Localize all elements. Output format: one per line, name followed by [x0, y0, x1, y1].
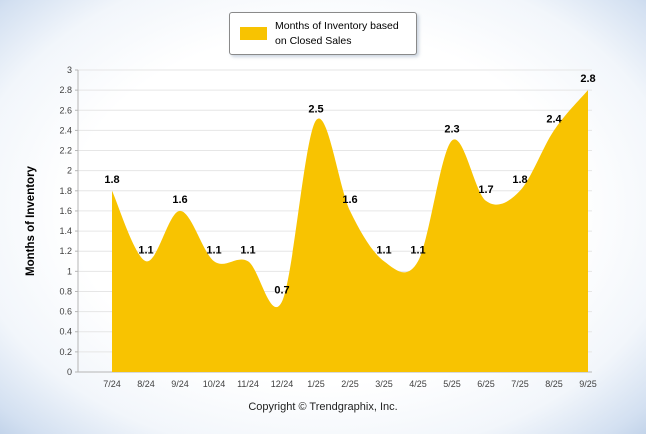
x-tick-label: 6/25	[477, 379, 495, 389]
x-tick-label: 5/25	[443, 379, 461, 389]
data-label: 0.7	[274, 285, 289, 297]
legend-label-line2: on Closed Sales	[275, 34, 352, 47]
area-series	[112, 90, 588, 372]
data-label: 2.4	[546, 113, 562, 125]
data-label: 1.1	[138, 244, 153, 256]
y-tick-label: 2.2	[59, 146, 72, 156]
data-label: 1.6	[172, 194, 187, 206]
y-tick-label: 1.8	[59, 186, 72, 196]
y-tick-label: 2.4	[59, 125, 72, 135]
data-label: 1.7	[478, 184, 493, 196]
data-label: 1.8	[104, 174, 119, 186]
data-label: 1.1	[376, 244, 391, 256]
data-label: 1.1	[206, 244, 221, 256]
x-tick-label: 9/25	[579, 379, 597, 389]
x-tick-label: 12/24	[271, 379, 294, 389]
x-tick-label: 3/25	[375, 379, 393, 389]
y-tick-label: 2.8	[59, 85, 72, 95]
y-tick-label: 2	[67, 166, 72, 176]
y-tick-label: 0	[67, 367, 72, 377]
x-tick-label: 2/25	[341, 379, 359, 389]
y-tick-label: 0.8	[59, 286, 72, 296]
y-tick-label: 2.6	[59, 105, 72, 115]
x-tick-label: 7/24	[103, 379, 121, 389]
data-label: 1.8	[512, 174, 527, 186]
legend: Months of Inventory based on Closed Sale…	[229, 12, 417, 55]
y-tick-label: 0.2	[59, 347, 72, 357]
x-tick-label: 11/24	[237, 379, 259, 389]
legend-swatch-icon	[240, 27, 267, 40]
data-label: 1.1	[240, 244, 255, 256]
x-tick-label: 9/24	[171, 379, 189, 389]
x-tick-label: 8/25	[545, 379, 563, 389]
x-tick-label: 1/25	[307, 379, 325, 389]
legend-label: Months of Inventory based on Closed Sale…	[275, 19, 399, 47]
x-tick-label: 4/25	[409, 379, 427, 389]
y-tick-label: 0.4	[59, 327, 72, 337]
y-tick-label: 1.2	[59, 246, 72, 256]
y-tick-label: 0.6	[59, 307, 72, 317]
x-tick-label: 7/25	[511, 379, 529, 389]
y-tick-label: 1.4	[59, 226, 72, 236]
legend-label-line1: Months of Inventory based	[275, 20, 399, 33]
data-label: 1.6	[342, 194, 357, 206]
data-label: 2.8	[580, 73, 595, 85]
footer-copyright: Copyright © Trendgraphix, Inc.	[248, 401, 398, 413]
x-tick-label: 8/24	[137, 379, 155, 389]
data-label: 2.5	[308, 103, 323, 115]
y-tick-label: 1	[67, 266, 72, 276]
y-tick-label: 3	[67, 65, 72, 75]
data-label: 1.1	[410, 244, 425, 256]
x-tick-label: 10/24	[203, 379, 226, 389]
y-tick-label: 1.6	[59, 206, 72, 216]
data-label: 2.3	[444, 123, 459, 135]
